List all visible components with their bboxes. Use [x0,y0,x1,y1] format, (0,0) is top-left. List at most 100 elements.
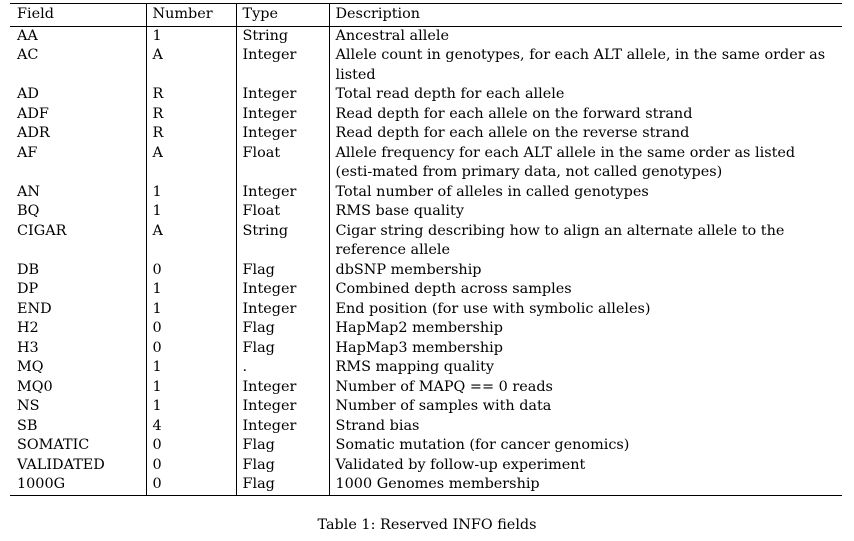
cell-number: R [145,85,236,105]
cell-description: Number of MAPQ == 0 reads [328,377,842,397]
cell-description: Allele count in genotypes, for each ALT … [328,46,842,85]
cell-description: dbSNP membership [328,260,842,280]
table-row: SOMATIC 0 Flag Somatic mutation (for cancer… [10,436,842,456]
table-row: AD R Integer Total read depth for each alle… [10,85,842,105]
table-row: NS 1 Integer Number of samples with data [10,397,842,417]
cell-number: 0 [145,338,236,358]
header-field: Field [17,6,54,22]
cell-number: 1 [145,358,236,378]
cell-field: VALIDATED [17,456,105,473]
cell-type: Float [235,143,329,183]
cell-description: Read depth for each allele on the forwar… [328,104,842,124]
table-row: CIGAR A String Cigar string describing how … [10,221,842,261]
cell-type: Flag [235,475,329,495]
info-fields-table-container: Field Number Type Description AA 1 String A… [10,3,842,496]
cell-field: DB [17,261,40,278]
cell-description: End position (for use with symbolic alle… [328,299,842,319]
cell-number: 1 [145,202,236,222]
cell-field: DP [17,281,39,297]
cell-number: 0 [145,455,236,475]
cell-type: String [235,26,329,46]
cell-description: HapMap2 membership [328,319,842,339]
table-row: DP 1 Integer Combined depth across samples [10,280,842,300]
cell-type: Flag [235,338,329,358]
cell-type: Integer [235,397,329,417]
cell-type: Integer [235,416,329,436]
cell-type: Integer [235,280,329,300]
table-row: H3 0 Flag HapMap3 membership [10,338,842,358]
cell-description: Number of samples with data [328,397,842,417]
cell-type: Flag [235,455,329,475]
table-row: ADR R Integer Read depth for each allele on… [10,124,842,144]
cell-field: END [17,300,52,317]
cell-number: R [145,124,236,144]
header-row: Field Number Type Description [10,3,842,26]
header-description: Description [328,3,842,26]
cell-type: Flag [235,319,329,339]
cell-description: Allele frequency for each ALT allele in … [328,143,842,183]
cell-number: 1 [145,377,236,397]
cell-description: 1000 Genomes membership [328,475,842,495]
header-number: Number [145,3,236,26]
table-header: Field Number Type Description [10,3,842,26]
cell-type: Integer [235,104,329,124]
cell-field: MQ [17,359,44,375]
cell-field: AN [17,183,40,200]
info-fields-table: Field Number Type Description AA 1 String A… [10,3,842,496]
table-row: MQ0 1 Integer Number of MAPQ == 0 reads [10,377,842,397]
cell-description: HapMap3 membership [328,338,842,358]
cell-description: RMS mapping quality [328,358,842,378]
cell-field: BQ [17,203,40,219]
cell-type: String [235,221,329,261]
table-row: 1000G 0 Flag 1000 Genomes membership [10,475,842,495]
cell-type: Integer [235,182,329,202]
table-row: ADF R Integer Read depth for each allele on… [10,104,842,124]
cell-field: AC [17,47,39,63]
cell-description: Strand bias [328,416,842,436]
table-row: H2 0 Flag HapMap2 membership [10,319,842,339]
table-row: AF A Float Allele frequency for each ALT al… [10,143,842,183]
cell-description: Combined depth across samples [328,280,842,300]
cell-description: RMS base quality [328,202,842,222]
header-type: Type [235,3,329,26]
table-row: SB 4 Integer Strand bias [10,416,842,436]
table-row: AA 1 String Ancestral allele [10,26,842,46]
cell-description: Read depth for each allele on the revers… [328,124,842,144]
cell-field: ADR [17,125,50,141]
cell-description: Total read depth for each allele [328,85,842,105]
table-caption: Table 1: Reserved INFO fields [317,517,537,533]
table-body: AA 1 String Ancestral allele AC A Integer Allel… [10,26,842,495]
cell-field: MQ0 [17,378,53,395]
cell-field: 1000G [17,476,66,492]
cell-field: H2 [17,320,39,336]
cell-number: A [145,143,236,183]
cell-type: Float [235,202,329,222]
cell-type: Integer [235,85,329,105]
cell-field: SB [17,417,38,434]
table-row: VALIDATED 0 Flag Validated by follow-up exp… [10,455,842,475]
cell-field: ADF [17,105,49,122]
table-row: END 1 Integer End position (for use with sy… [10,299,842,319]
cell-type: Integer [235,46,329,85]
cell-number: A [145,221,236,261]
cell-number: 0 [145,436,236,456]
table-row: MQ 1. RMS mapping quality [10,358,842,378]
cell-type: Flag [235,436,329,456]
cell-field: AA [17,27,38,44]
table-row: AC A Integer Allele count in genotypes, for… [10,46,842,85]
table-row: AN 1 Integer Total number of alleles in cal… [10,182,842,202]
cell-description: Cigar string describing how to align an … [328,221,842,261]
cell-type: Integer [235,124,329,144]
cell-number: A [145,46,236,85]
cell-number: 0 [145,319,236,339]
cell-description: Somatic mutation (for cancer genomics) [328,436,842,456]
table-row: DB 0 Flag dbSNP membership [10,260,842,280]
cell-description: Validated by follow-up experiment [328,455,842,475]
cell-type: Flag [235,260,329,280]
table-row: BQ 1 Float RMS base quality [10,202,842,222]
cell-number: 1 [145,26,236,46]
cell-type: Integer [235,377,329,397]
cell-number: 1 [145,280,236,300]
cell-number: R [145,104,236,124]
cell-field: NS [17,398,40,414]
